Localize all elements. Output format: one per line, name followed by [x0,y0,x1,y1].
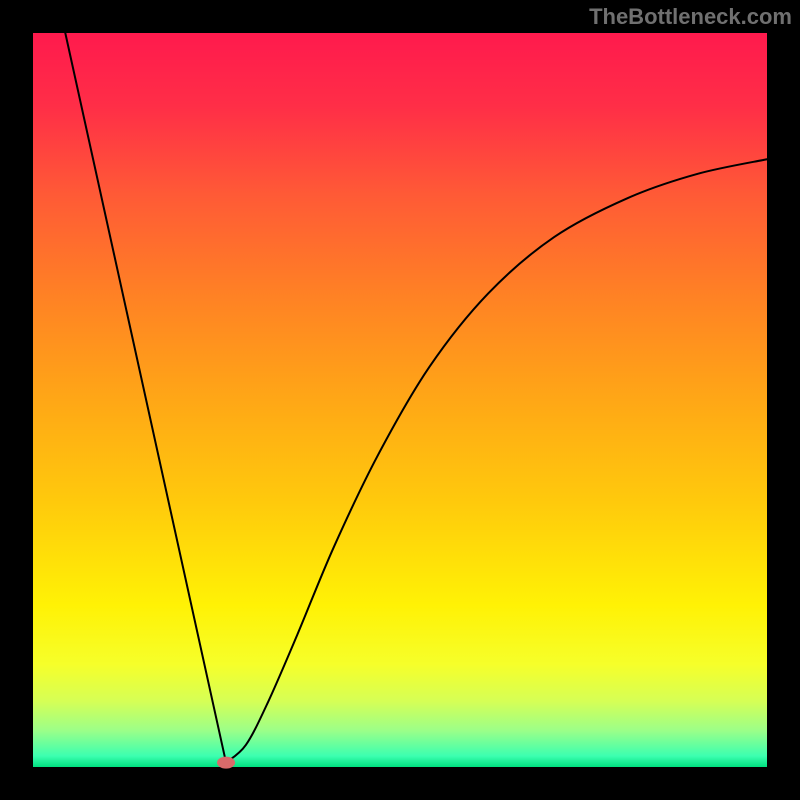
minimum-marker [217,757,235,769]
watermark-text: TheBottleneck.com [589,4,792,30]
plot-background [33,33,767,767]
